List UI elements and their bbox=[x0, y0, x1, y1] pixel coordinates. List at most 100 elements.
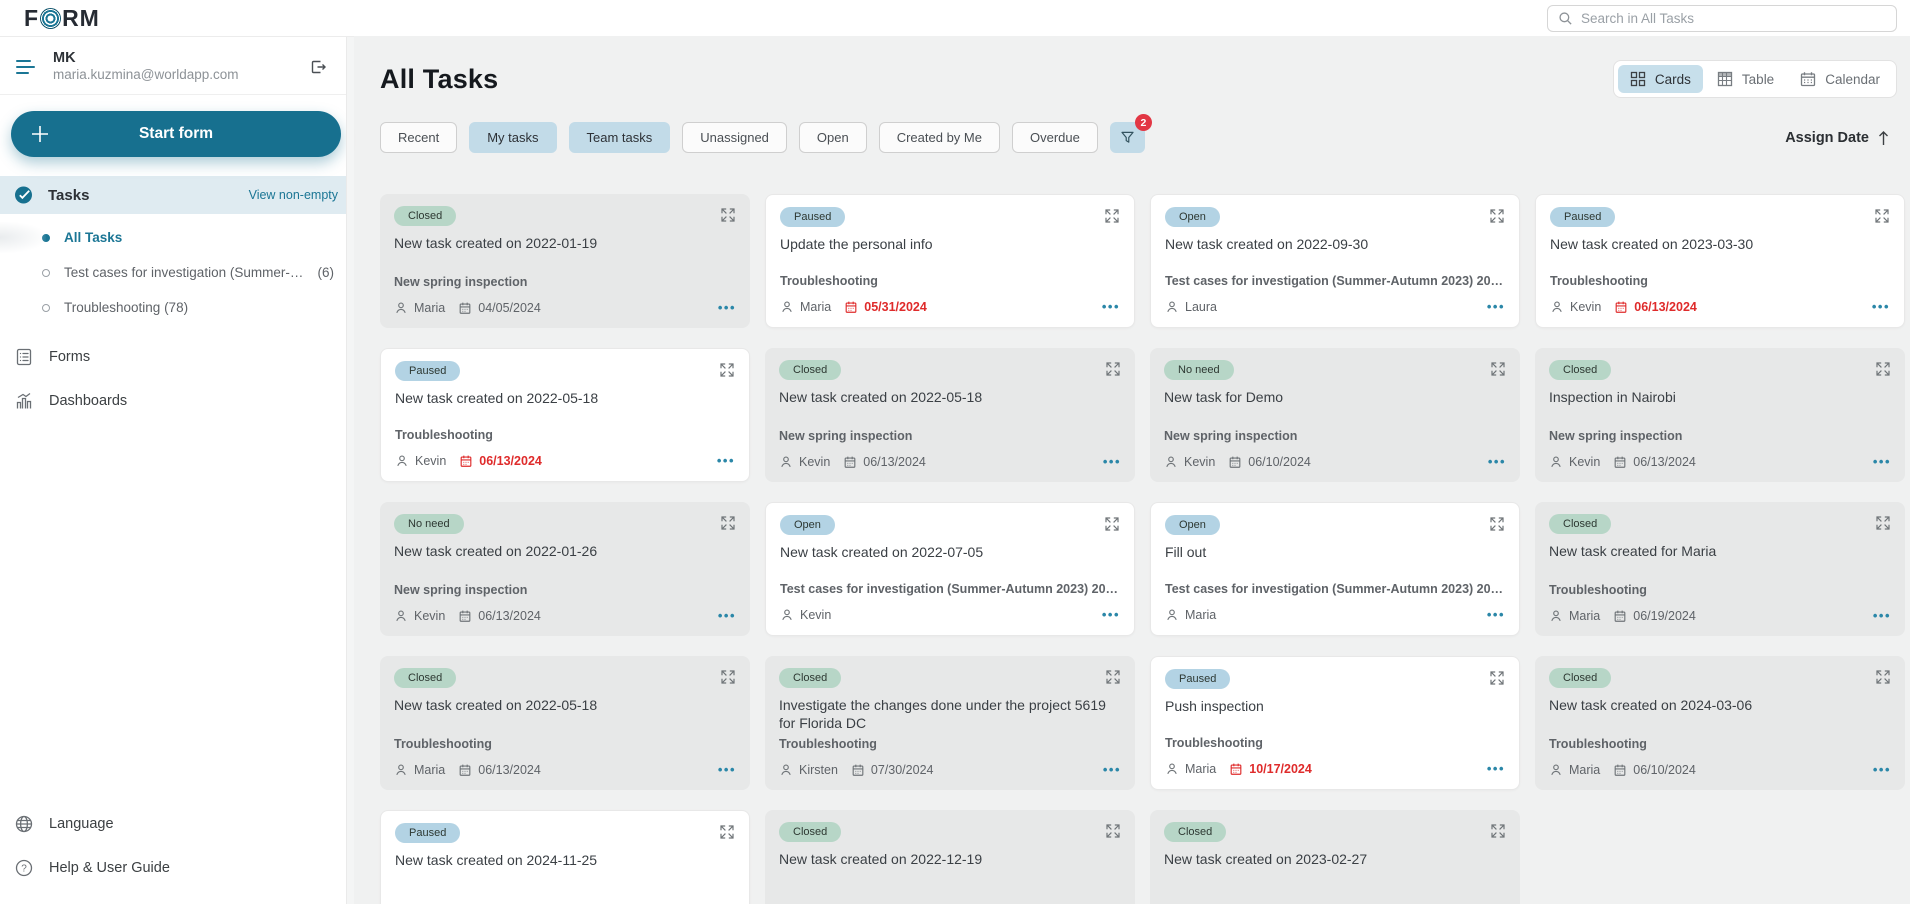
task-title: New task created on 2022-05-18 bbox=[395, 390, 599, 406]
status-badge: Closed bbox=[1549, 514, 1612, 534]
more-actions-button[interactable]: ••• bbox=[1872, 762, 1891, 777]
hamburger-menu-icon[interactable] bbox=[12, 56, 39, 78]
sidebar-nav-item[interactable]: Troubleshooting (78) bbox=[0, 290, 354, 325]
more-actions-button[interactable]: ••• bbox=[1102, 762, 1121, 777]
expand-icon[interactable] bbox=[1104, 207, 1120, 224]
filter-chip-created-by-me[interactable]: Created by Me bbox=[878, 122, 1000, 153]
view-tab-table[interactable]: Table bbox=[1705, 65, 1786, 93]
assignee-name: Kevin bbox=[1570, 299, 1602, 314]
global-search[interactable] bbox=[1547, 4, 1897, 32]
sidebar-item-help-user-guide[interactable]: ? Help & User Guide bbox=[0, 846, 354, 890]
more-actions-button[interactable]: ••• bbox=[1486, 761, 1505, 776]
more-actions-button[interactable]: ••• bbox=[717, 608, 736, 623]
logout-icon[interactable] bbox=[308, 57, 328, 77]
status-badge: No need bbox=[1164, 360, 1234, 380]
task-card[interactable]: Closed New task created for Maria Troubles… bbox=[1535, 502, 1905, 636]
task-card[interactable]: Closed New task created on 2022-05-18 Trou… bbox=[380, 656, 750, 790]
more-actions-button[interactable]: ••• bbox=[1102, 454, 1121, 469]
due-date-value: 10/17/2024 bbox=[1249, 761, 1312, 776]
more-actions-button[interactable]: ••• bbox=[1486, 607, 1505, 622]
filter-chip-team-tasks[interactable]: Team tasks bbox=[568, 122, 671, 153]
view-tab-cards[interactable]: Cards bbox=[1617, 65, 1703, 93]
main-content: All Tasks Cards Table Calendar Recent My ta… bbox=[354, 36, 1910, 904]
more-actions-button[interactable]: ••• bbox=[1101, 299, 1120, 314]
expand-icon[interactable] bbox=[1489, 207, 1505, 224]
sidebar-nav-item[interactable]: All Tasks bbox=[0, 220, 354, 255]
expand-icon[interactable] bbox=[1104, 515, 1120, 532]
logo-letters-rm: RM bbox=[62, 4, 100, 31]
expand-icon[interactable] bbox=[720, 206, 736, 223]
expand-icon[interactable] bbox=[1490, 822, 1506, 839]
expand-icon[interactable] bbox=[1490, 360, 1506, 377]
assignee: Kevin bbox=[1550, 300, 1601, 314]
task-category: Troubleshooting bbox=[1549, 737, 1647, 751]
task-card[interactable]: Closed New task created on 2022-01-19 New … bbox=[380, 194, 750, 328]
more-actions-button[interactable]: ••• bbox=[1487, 454, 1506, 469]
filter-chip-my-tasks[interactable]: My tasks bbox=[469, 122, 557, 153]
card-footer: Maria 10/17/2024 ••• bbox=[1165, 760, 1505, 777]
more-actions-button[interactable]: ••• bbox=[1871, 299, 1890, 314]
expand-icon[interactable] bbox=[1105, 668, 1121, 685]
person-icon bbox=[1550, 300, 1564, 314]
sidebar-item-forms[interactable]: Forms bbox=[0, 335, 354, 379]
task-card[interactable]: Open Fill out Test cases for investigation… bbox=[1150, 502, 1520, 636]
assignee-name: Maria bbox=[414, 762, 446, 777]
more-actions-button[interactable]: ••• bbox=[717, 762, 736, 777]
task-card[interactable]: Closed New task created on 2022-05-18 New … bbox=[765, 348, 1135, 482]
filter-funnel-button[interactable]: 2 bbox=[1109, 114, 1152, 153]
due-date-value: 06/19/2024 bbox=[1633, 608, 1696, 623]
task-card[interactable]: Closed Investigate the changes done under… bbox=[765, 656, 1135, 790]
filter-chip-open[interactable]: Open bbox=[798, 122, 867, 153]
expand-icon[interactable] bbox=[1875, 360, 1891, 377]
more-actions-button[interactable]: ••• bbox=[1872, 454, 1891, 469]
assignee: Maria bbox=[780, 300, 831, 314]
task-card[interactable]: Open New task created on 2022-09-30 Test c… bbox=[1150, 194, 1520, 328]
task-card[interactable]: Closed New task created on 2024-03-06 Trou… bbox=[1535, 656, 1905, 790]
task-card[interactable]: Paused New task created on 2023-03-30 Trou… bbox=[1535, 194, 1905, 328]
task-title: New task created on 2024-11-25 bbox=[395, 852, 598, 868]
more-actions-button[interactable]: ••• bbox=[716, 453, 735, 468]
task-card[interactable]: No need New task created on 2022-01-26 New… bbox=[380, 502, 750, 636]
sidebar-section-tasks[interactable]: Tasks View non-empty bbox=[0, 176, 354, 214]
task-card[interactable]: Open New task created on 2022-07-05 Test c… bbox=[765, 502, 1135, 636]
filter-chip-overdue[interactable]: Overdue bbox=[1011, 122, 1098, 153]
expand-icon[interactable] bbox=[1489, 669, 1505, 686]
view-non-empty-link[interactable]: View non-empty bbox=[248, 188, 338, 202]
card-footer: Kevin 06/13/2024 ••• bbox=[395, 452, 735, 469]
more-actions-button[interactable]: ••• bbox=[1872, 608, 1891, 623]
expand-icon[interactable] bbox=[719, 361, 735, 378]
expand-icon[interactable] bbox=[1489, 515, 1505, 532]
filter-chip-unassigned[interactable]: Unassigned bbox=[682, 122, 787, 153]
task-card[interactable]: Paused Update the personal info Troublesho… bbox=[765, 194, 1135, 328]
status-badge: No need bbox=[394, 514, 464, 534]
view-tab-calendar[interactable]: Calendar bbox=[1788, 65, 1892, 93]
task-card[interactable]: Paused New task created on 2022-05-18 Trou… bbox=[380, 348, 750, 482]
expand-icon[interactable] bbox=[1105, 360, 1121, 377]
more-actions-button[interactable]: ••• bbox=[1486, 299, 1505, 314]
search-input[interactable] bbox=[1581, 10, 1886, 26]
calendar-icon bbox=[1228, 455, 1242, 469]
task-card[interactable]: Closed Inspection in Nairobi New spring in… bbox=[1535, 348, 1905, 482]
expand-icon[interactable] bbox=[1875, 668, 1891, 685]
more-actions-button[interactable]: ••• bbox=[1101, 607, 1120, 622]
expand-icon[interactable] bbox=[720, 668, 736, 685]
sidebar-item-dashboards[interactable]: Dashboards bbox=[0, 379, 354, 423]
expand-icon[interactable] bbox=[1874, 207, 1890, 224]
task-card[interactable]: Paused Push inspection Troubleshooting Mari… bbox=[1150, 656, 1520, 790]
task-category: New spring inspection bbox=[1164, 429, 1298, 443]
expand-icon[interactable] bbox=[719, 823, 735, 840]
task-card[interactable]: No need New task for Demo New spring inspe… bbox=[1150, 348, 1520, 482]
expand-icon[interactable] bbox=[1875, 514, 1891, 531]
start-form-button[interactable]: Start form bbox=[11, 111, 341, 157]
sidebar-item-language[interactable]: Language bbox=[0, 802, 354, 846]
more-actions-button[interactable]: ••• bbox=[717, 300, 736, 315]
due-date-value: 06/10/2024 bbox=[1633, 762, 1696, 777]
expand-icon[interactable] bbox=[1105, 822, 1121, 839]
sort-control[interactable]: Assign Date bbox=[1785, 129, 1891, 147]
expand-icon[interactable] bbox=[720, 514, 736, 531]
filter-chip-recent[interactable]: Recent bbox=[380, 122, 458, 153]
sidebar-nav-item[interactable]: Test cases for investigation (Summer-… (6… bbox=[0, 255, 354, 290]
